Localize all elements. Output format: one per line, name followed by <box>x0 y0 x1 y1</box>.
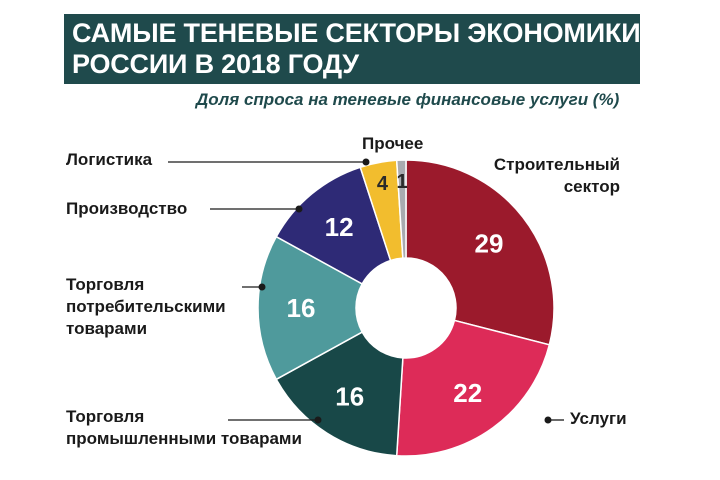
donut-slice-services <box>395 319 551 457</box>
donut-slice-manufacturing <box>275 166 392 285</box>
slice-value-construction: 29 <box>475 229 504 259</box>
chart-title-line-1: САМЫЕ ТЕНЕВЫЕ СЕКТОРЫ ЭКОНОМИКИ <box>72 18 641 48</box>
slice-label-consumer-trade: Торговля потребительскими товарами <box>66 275 226 338</box>
slice-label-logistics: Логистика <box>66 150 153 169</box>
slice-value-manufacturing: 12 <box>325 212 354 242</box>
title-banner: САМЫЕ ТЕНЕВЫЕ СЕКТОРЫ ЭКОНОМИКИ РОССИИ В… <box>64 14 641 84</box>
donut-slice-consumer-trade <box>257 235 364 381</box>
leader-dot-logistics <box>362 158 370 166</box>
slice-label-industrial-trade: Торговля промышленными товарами <box>66 407 302 448</box>
slice-value-other: 1 <box>396 171 407 193</box>
leader-dot-consumer-trade <box>258 283 266 291</box>
slice-label-construction: Строительный сектор <box>493 155 620 196</box>
slice-label-other: Прочее <box>362 134 424 153</box>
leader-dot-services <box>544 416 552 424</box>
chart-subtitle: Доля спроса на теневые финансовые услуги… <box>196 90 620 109</box>
slice-value-consumer-trade: 16 <box>287 293 316 323</box>
slice-label-services: Услуги <box>570 409 627 428</box>
leader-dot-manufacturing <box>295 205 303 213</box>
donut-slice-other <box>395 159 407 259</box>
donut-slice-industrial-trade <box>275 331 404 457</box>
slice-label-manufacturing: Производство <box>66 199 188 218</box>
leader-dot-industrial-trade <box>314 416 322 424</box>
slice-value-industrial-trade: 16 <box>335 382 364 412</box>
slice-value-logistics: 4 <box>377 173 389 195</box>
chart-title-line-2: РОССИИ В 2018 ГОДУ <box>72 49 359 79</box>
slice-value-services: 22 <box>453 378 482 408</box>
donut-slice-construction <box>405 159 555 346</box>
